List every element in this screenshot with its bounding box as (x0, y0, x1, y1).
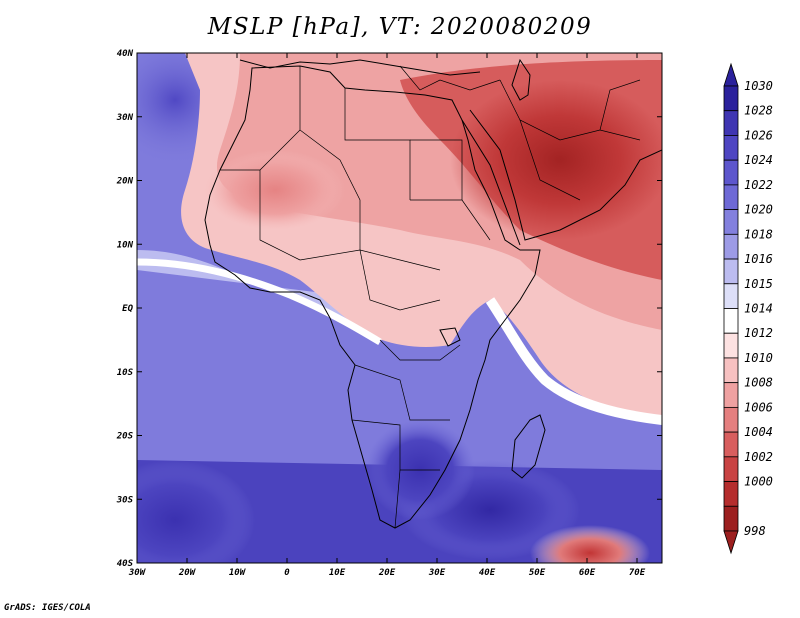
border-line (519, 119, 581, 201)
europe-coast (239, 59, 481, 76)
colorbar-label: 1024 (744, 153, 773, 167)
border-line (399, 65, 501, 91)
coastlines (204, 58, 662, 529)
colorbar: 1030 1028 1026 1024 1022 1020 1018 1016 1015 1014… (723, 62, 773, 555)
lon-label: 20W (178, 568, 197, 578)
lat-label: 40N (117, 49, 134, 59)
caspian-sea (511, 58, 531, 101)
colorbar-swatch (723, 456, 739, 482)
colorbar-label: 1012 (744, 326, 773, 340)
lat-label: 10N (117, 240, 134, 250)
isobar-1014-east (485, 297, 662, 425)
madagascar (511, 414, 546, 479)
colorbar-label: 1015 (744, 277, 773, 291)
south-atlantic-high (137, 460, 255, 563)
lat-label: 20S (116, 432, 134, 442)
colorbar-swatch (723, 431, 739, 458)
colorbar-swatch (723, 357, 739, 384)
colorbar-label: 1000 (744, 475, 773, 489)
lat-label: 10S (117, 368, 134, 378)
arabia-coast (469, 109, 662, 241)
lat-label: EQ (122, 304, 133, 314)
lon-label: 20E (378, 568, 396, 578)
colorbar-swatch (723, 283, 739, 309)
border-line (499, 79, 641, 141)
colorbar-swatch (723, 233, 739, 260)
colorbar-label: 1016 (744, 252, 773, 266)
lon-label: 30W (128, 568, 147, 578)
colorbar-swatch (723, 332, 739, 359)
colorbar-label: 998 (744, 524, 766, 538)
latitude-axis: 40N 30N 20N 10N EQ 10S 20S 30S 40S (116, 49, 662, 569)
lon-label: 0 (284, 568, 290, 578)
colorbar-label: 1004 (744, 425, 773, 439)
border-line (351, 419, 440, 471)
colorbar-max-arrow (723, 62, 739, 87)
border-line (299, 249, 441, 271)
lat-label: 30S (116, 495, 134, 505)
lat-label: 30N (116, 113, 134, 123)
colorbar-label: 1018 (744, 227, 773, 241)
border-line (599, 79, 641, 131)
colorbar-swatch (723, 184, 739, 211)
longitude-axis: 30W 20W 10W 0 10E 20E 30E 40E 50E 60E 70E (128, 53, 646, 578)
colorbar-min-arrow (723, 530, 739, 555)
colorbar-label: 1010 (744, 351, 773, 365)
border-line (394, 469, 401, 529)
colorbar-swatch (723, 382, 739, 408)
pressure-field (137, 53, 662, 563)
colorbar-label: 1026 (744, 128, 773, 142)
colorbar-swatch (723, 406, 739, 433)
colorbar-label: 1022 (744, 178, 773, 192)
lon-label: 10W (229, 568, 247, 578)
lon-label: 70E (629, 568, 646, 578)
colorbar-swatch (723, 135, 739, 161)
lon-label: 40E (479, 568, 496, 578)
colorbar-swatch (723, 209, 739, 235)
isobar-1014-west (137, 258, 382, 346)
border-line (344, 88, 411, 200)
colorbar-label: 1008 (744, 376, 773, 390)
grads-credit: GrADS: IGES/COLA (4, 603, 91, 613)
colorbar-label: 1030 (744, 79, 773, 93)
lake-victoria (439, 327, 461, 347)
border-line (379, 339, 461, 361)
border-line (410, 199, 491, 241)
colorbar-label: 1002 (744, 450, 773, 464)
border-line (359, 249, 441, 311)
border-line (410, 139, 463, 200)
border-line (299, 66, 361, 250)
colorbar-swatch (723, 481, 739, 507)
colorbar-swatch (723, 110, 739, 136)
colorbar-swatch (723, 159, 739, 186)
border-line (259, 170, 301, 261)
arabian-low (450, 80, 662, 240)
lon-label: 60E (579, 568, 596, 578)
colorbar-label: 1028 (744, 104, 773, 118)
colorbar-swatch (723, 85, 739, 112)
southern-low (530, 525, 650, 563)
lon-label: 10E (329, 568, 346, 578)
colorbar-label: 1006 (744, 400, 773, 414)
lon-label: 30E (428, 568, 446, 578)
lat-label: 20N (116, 177, 134, 187)
colorbar-swatch (723, 505, 739, 532)
red-sea-coast (461, 119, 521, 246)
colorbar-swatch (723, 258, 739, 285)
lat-label: 40S (117, 559, 134, 569)
country-borders (220, 65, 641, 529)
saharan-heat-low (205, 150, 345, 230)
colorbar-label: 1014 (744, 302, 773, 316)
lon-label: 50E (529, 568, 546, 578)
transition-band-west (137, 250, 380, 340)
colorbar-swatch (723, 308, 739, 334)
colorbar-label: 1020 (744, 203, 773, 217)
border-line (354, 364, 450, 421)
map-title: MSLP [hPa], VT: 2020080209 (207, 14, 593, 40)
